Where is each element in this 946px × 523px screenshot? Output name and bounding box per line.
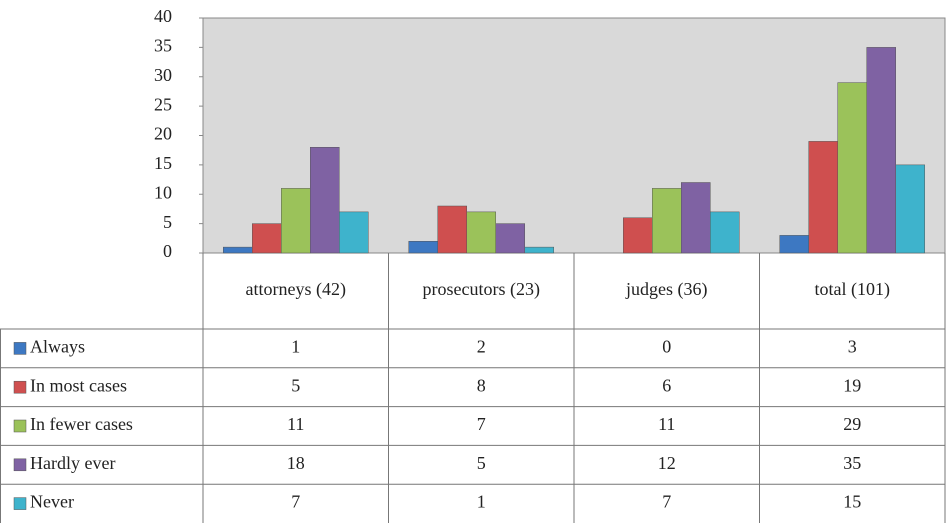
table-cell: 5 bbox=[477, 453, 486, 473]
x-tick-label: prosecutors (23) bbox=[423, 279, 540, 300]
bar bbox=[623, 217, 653, 254]
bar bbox=[710, 211, 740, 254]
bar bbox=[281, 188, 311, 254]
table-cell: 29 bbox=[843, 414, 861, 434]
table-cell: 0 bbox=[662, 337, 671, 357]
bar bbox=[223, 246, 253, 254]
bar bbox=[652, 188, 682, 254]
y-tick-label: 35 bbox=[154, 36, 172, 56]
legend-swatch bbox=[13, 497, 27, 510]
table-cell: 19 bbox=[843, 375, 861, 395]
legend-label: Never bbox=[30, 492, 74, 512]
legend-label: Always bbox=[30, 337, 85, 357]
bar bbox=[310, 147, 340, 254]
bar bbox=[437, 205, 467, 254]
table-cell: 18 bbox=[287, 453, 305, 473]
y-tick-label: 5 bbox=[163, 212, 172, 232]
x-tick-label: attorneys (42) bbox=[246, 279, 346, 300]
table-cell: 35 bbox=[843, 453, 861, 473]
x-tick-label: total (101) bbox=[815, 279, 890, 300]
x-tick-label: judges (36) bbox=[625, 279, 707, 300]
table-cell: 2 bbox=[477, 337, 486, 357]
table-cell: 15 bbox=[843, 492, 861, 512]
bar bbox=[837, 82, 867, 254]
table-cell: 5 bbox=[291, 375, 300, 395]
legend-label: In fewer cases bbox=[30, 414, 133, 434]
y-tick-label: 0 bbox=[163, 241, 172, 261]
table-cell: 12 bbox=[658, 453, 676, 473]
table-cell: 7 bbox=[291, 492, 300, 512]
legend-swatch bbox=[13, 458, 27, 472]
table-cell: 11 bbox=[287, 414, 304, 434]
bar bbox=[681, 182, 711, 254]
legend-swatch bbox=[13, 419, 27, 433]
bar bbox=[252, 223, 282, 254]
table-cell: 6 bbox=[662, 375, 671, 395]
legend-label: In most cases bbox=[30, 375, 127, 395]
bar bbox=[408, 241, 438, 254]
y-tick-label: 20 bbox=[154, 124, 172, 144]
bar bbox=[524, 246, 554, 254]
table-cell: 8 bbox=[477, 375, 486, 395]
table-cell: 7 bbox=[477, 414, 486, 434]
table-cell: 7 bbox=[662, 492, 671, 512]
table-cell: 3 bbox=[848, 337, 857, 357]
bar bbox=[339, 211, 369, 254]
bar bbox=[808, 141, 838, 254]
bar bbox=[495, 223, 525, 254]
y-tick-label: 30 bbox=[154, 65, 172, 85]
legend-swatch bbox=[13, 380, 27, 394]
bar bbox=[895, 164, 925, 254]
table-cell: 1 bbox=[291, 337, 300, 357]
legend-label: Hardly ever bbox=[30, 453, 115, 473]
bar bbox=[466, 211, 496, 254]
y-tick-label: 15 bbox=[154, 153, 172, 173]
table-cell: 1 bbox=[477, 492, 486, 512]
y-tick-label: 40 bbox=[154, 6, 172, 26]
y-tick-label: 25 bbox=[154, 94, 172, 114]
table-cell: 11 bbox=[658, 414, 675, 434]
bar bbox=[866, 47, 896, 254]
bar bbox=[779, 235, 809, 254]
y-tick-label: 10 bbox=[154, 182, 172, 202]
legend-swatch bbox=[13, 342, 27, 355]
